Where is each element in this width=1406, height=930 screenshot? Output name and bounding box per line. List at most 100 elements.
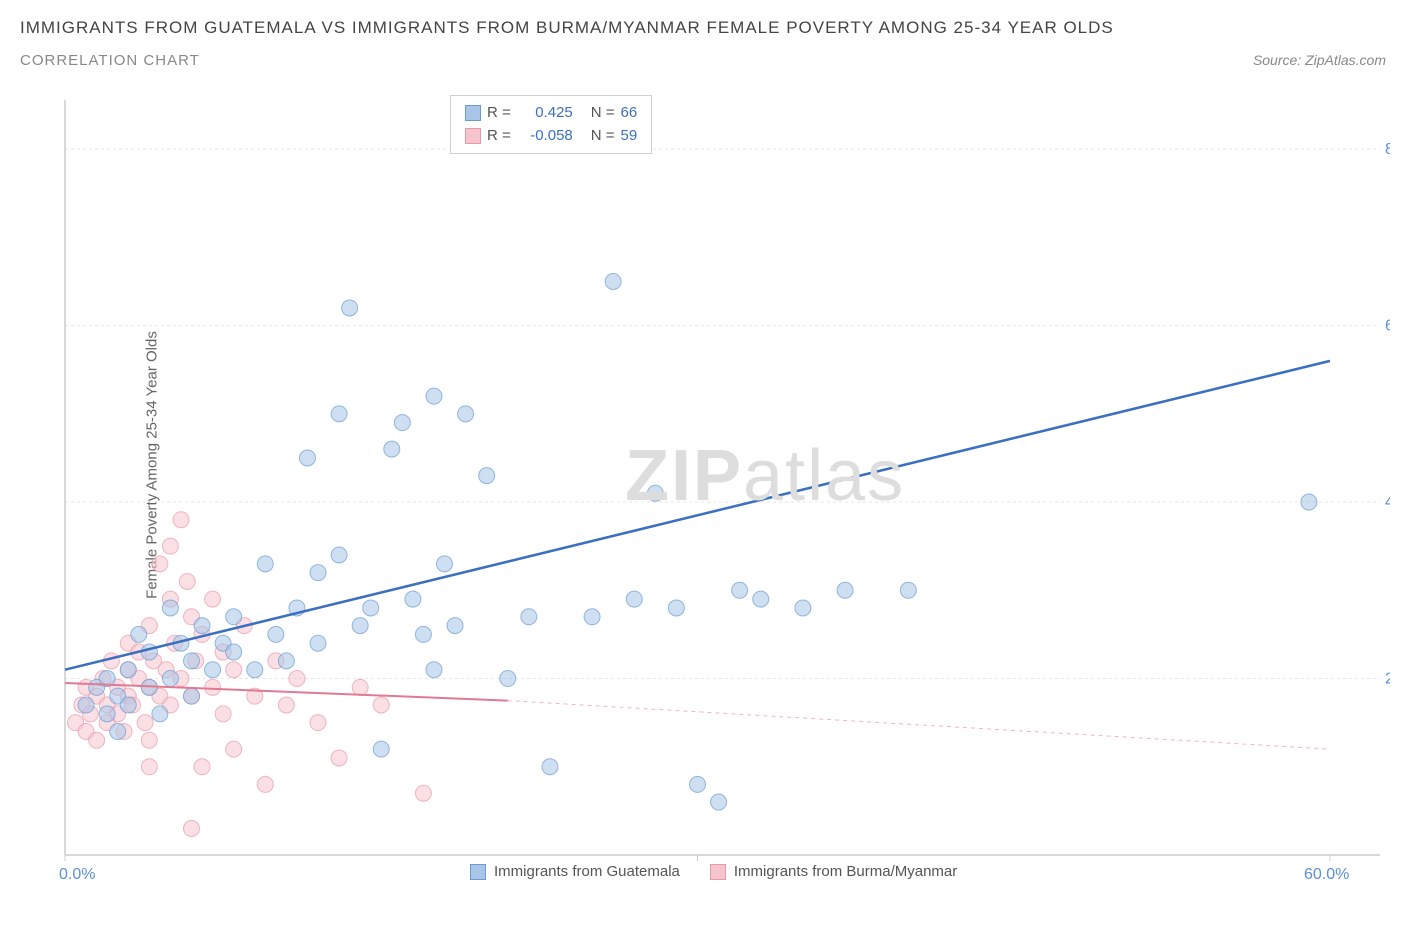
source-label: Source: — [1253, 52, 1301, 68]
data-point — [479, 468, 495, 484]
legend-n-value: 59 — [621, 125, 638, 148]
data-point — [352, 679, 368, 695]
data-point — [268, 626, 284, 642]
data-point — [458, 406, 474, 422]
data-point — [184, 821, 200, 837]
data-point — [900, 582, 916, 598]
data-point — [205, 591, 221, 607]
data-point — [120, 662, 136, 678]
data-point — [331, 406, 347, 422]
scatter-chart-svg: 20.0%40.0%60.0%80.0%0.0%60.0% — [55, 95, 1390, 885]
data-point — [690, 776, 706, 792]
legend-swatch — [710, 864, 726, 880]
data-point — [137, 715, 153, 731]
data-point — [711, 794, 727, 810]
data-point — [152, 556, 168, 572]
data-point — [373, 741, 389, 757]
legend-n-label: N = — [591, 102, 615, 125]
data-point — [99, 706, 115, 722]
data-point — [257, 556, 273, 572]
legend-row: R = -0.058 N = 59 — [465, 125, 637, 148]
legend-swatch — [465, 128, 481, 144]
data-point — [415, 785, 431, 801]
data-point — [257, 776, 273, 792]
data-point — [584, 609, 600, 625]
legend-r-label: R = — [487, 102, 511, 125]
series-name: Immigrants from Burma/Myanmar — [734, 863, 957, 880]
bottom-legend-item: Immigrants from Burma/Myanmar — [710, 863, 957, 880]
y-tick-label: 80.0% — [1385, 141, 1390, 158]
data-point — [795, 600, 811, 616]
data-point — [131, 626, 147, 642]
data-point — [226, 609, 242, 625]
data-point — [226, 741, 242, 757]
data-point — [194, 759, 210, 775]
data-point — [352, 618, 368, 634]
data-point — [363, 600, 379, 616]
data-point — [647, 485, 663, 501]
data-point — [373, 697, 389, 713]
data-point — [394, 415, 410, 431]
data-point — [141, 644, 157, 660]
data-point — [405, 591, 421, 607]
data-point — [437, 556, 453, 572]
data-point — [310, 635, 326, 651]
data-point — [331, 547, 347, 563]
data-point — [162, 671, 178, 687]
data-point — [310, 565, 326, 581]
data-point — [626, 591, 642, 607]
chart-subtitle: CORRELATION CHART — [20, 52, 200, 69]
data-point — [78, 697, 94, 713]
data-point — [194, 618, 210, 634]
chart-header: IMMIGRANTS FROM GUATEMALA VS IMMIGRANTS … — [0, 0, 1406, 69]
data-point — [179, 573, 195, 589]
legend-n-label: N = — [591, 125, 615, 148]
data-point — [141, 759, 157, 775]
data-point — [342, 300, 358, 316]
x-tick-label: 0.0% — [59, 866, 95, 883]
data-point — [141, 732, 157, 748]
data-point — [426, 662, 442, 678]
source-attribution: Source: ZipAtlas.com — [1253, 52, 1386, 68]
data-point — [173, 512, 189, 528]
chart-title: IMMIGRANTS FROM GUATEMALA VS IMMIGRANTS … — [20, 18, 1386, 38]
data-point — [278, 697, 294, 713]
y-tick-label: 40.0% — [1385, 494, 1390, 511]
data-point — [732, 582, 748, 598]
data-point — [162, 600, 178, 616]
legend-n-value: 66 — [621, 102, 638, 125]
data-point — [384, 441, 400, 457]
data-point — [184, 653, 200, 669]
data-point — [205, 662, 221, 678]
chart-area: 20.0%40.0%60.0%80.0%0.0%60.0% ZIPatlas R… — [55, 95, 1390, 885]
data-point — [247, 662, 263, 678]
data-point — [110, 723, 126, 739]
data-point — [152, 706, 168, 722]
data-point — [500, 671, 516, 687]
data-point — [426, 388, 442, 404]
data-point — [162, 538, 178, 554]
legend-r-value: 0.425 — [517, 102, 573, 125]
data-point — [1301, 494, 1317, 510]
data-point — [226, 662, 242, 678]
data-point — [205, 679, 221, 695]
data-point — [184, 688, 200, 704]
data-point — [521, 609, 537, 625]
data-point — [668, 600, 684, 616]
bottom-legend-item: Immigrants from Guatemala — [470, 863, 680, 880]
legend-r-label: R = — [487, 125, 511, 148]
data-point — [120, 697, 136, 713]
data-point — [310, 715, 326, 731]
regression-line-guatemala — [65, 361, 1330, 670]
x-tick-label: 60.0% — [1304, 866, 1349, 883]
data-point — [753, 591, 769, 607]
series-name: Immigrants from Guatemala — [494, 863, 680, 880]
data-point — [89, 732, 105, 748]
legend-swatch — [465, 105, 481, 121]
subtitle-row: CORRELATION CHART Source: ZipAtlas.com — [20, 52, 1386, 69]
legend-r-value: -0.058 — [517, 125, 573, 148]
data-point — [289, 671, 305, 687]
series-legend: Immigrants from Guatemala Immigrants from… — [470, 863, 957, 880]
regression-line-burma-dashed — [508, 701, 1330, 750]
data-point — [605, 273, 621, 289]
